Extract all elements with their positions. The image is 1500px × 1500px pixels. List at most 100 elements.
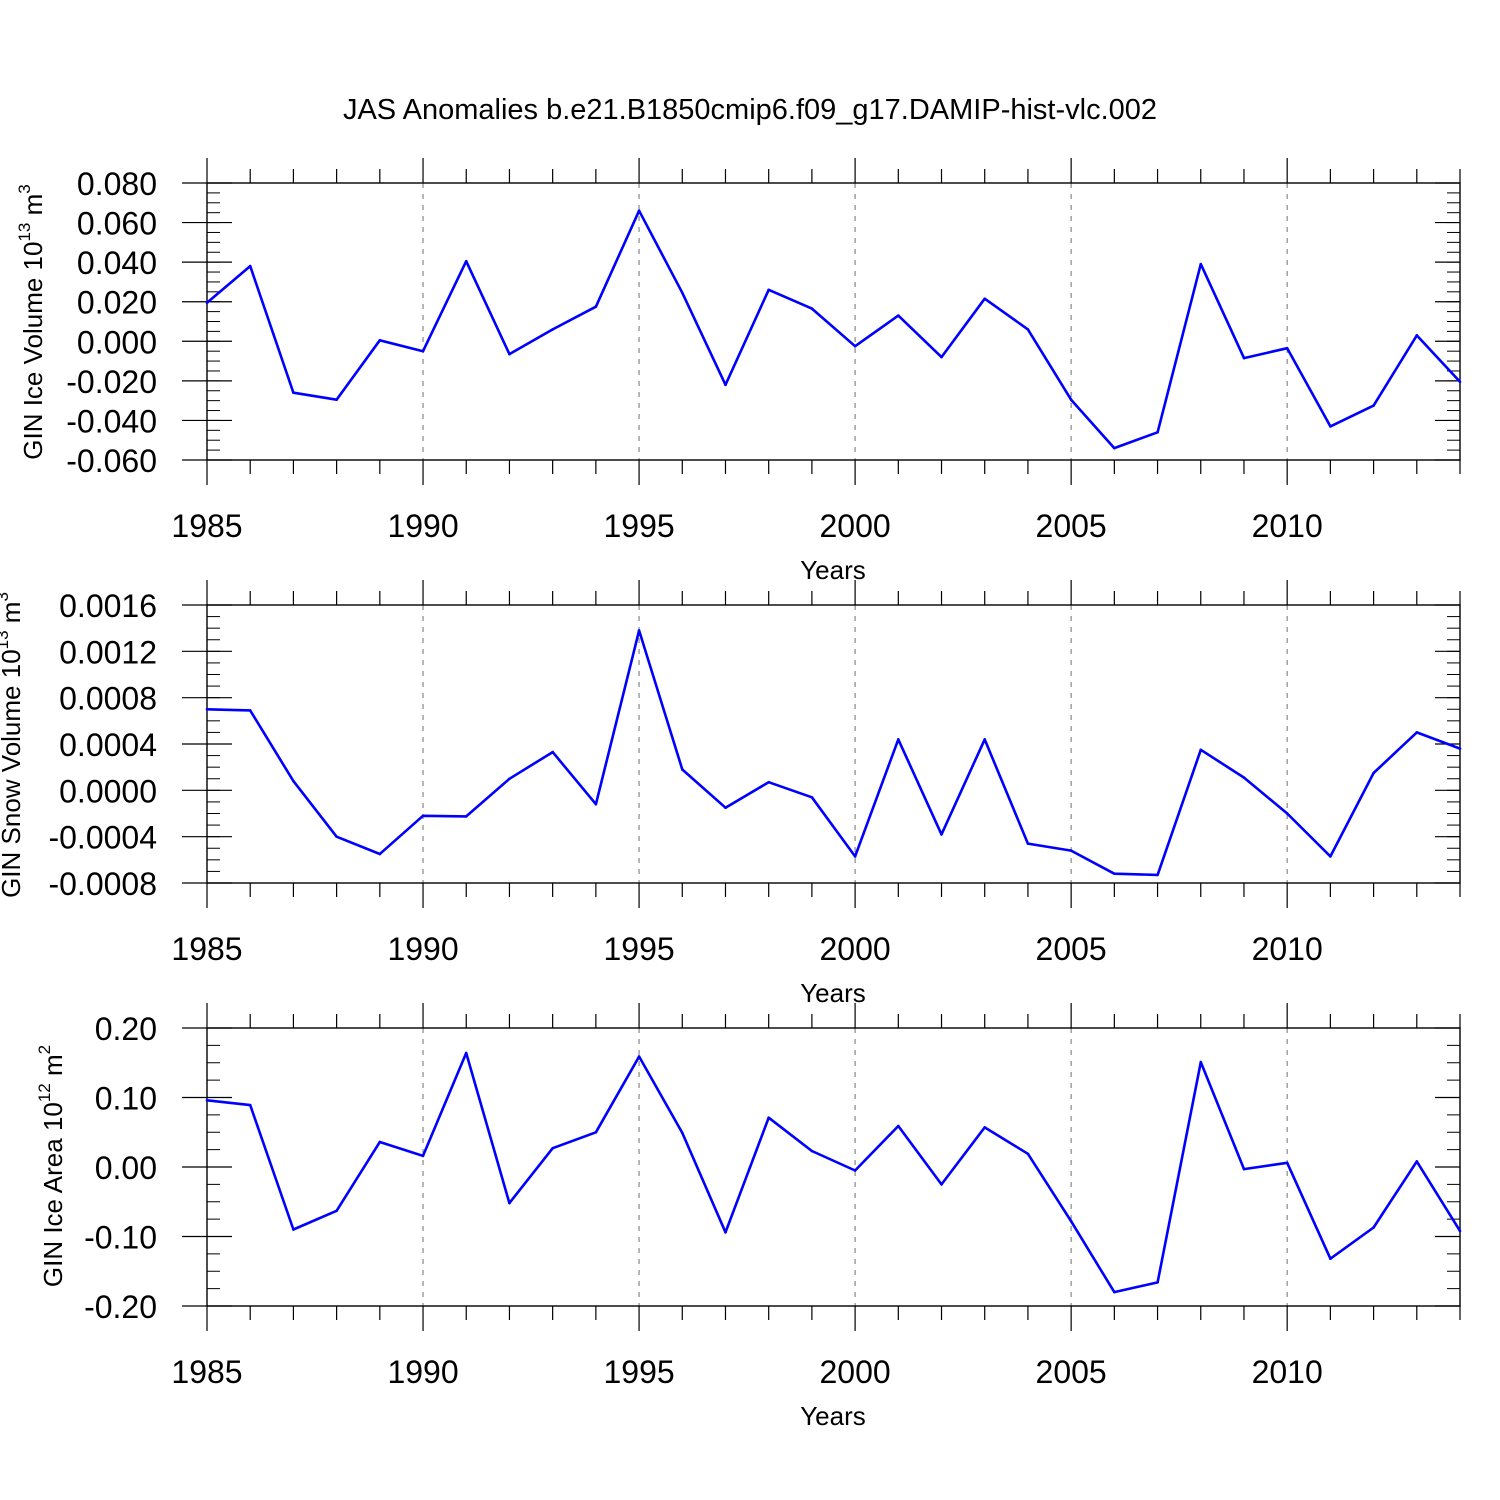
data-point [810, 1149, 814, 1153]
data-point [1113, 446, 1116, 450]
y-axis-title-text: GIN Ice Volume 10 [18, 242, 48, 460]
data-point [1069, 398, 1073, 401]
data-point [1285, 1161, 1289, 1165]
y-tick-label: -0.0004 [48, 820, 157, 856]
x-axis-title: Years [800, 978, 866, 1008]
data-point [767, 288, 770, 292]
data-point [1329, 855, 1332, 858]
data-point [378, 852, 382, 856]
data-point [1372, 771, 1375, 775]
y-tick-label: 0.20 [95, 1011, 157, 1047]
data-point [1026, 1152, 1030, 1156]
data-point [1242, 776, 1246, 779]
data-point [983, 738, 987, 741]
data-point [1026, 842, 1030, 845]
data-point [248, 264, 252, 268]
data-point [292, 779, 295, 783]
x-tick-label: 1985 [171, 931, 242, 967]
y-tick-label: -0.020 [66, 364, 157, 400]
data-point [292, 1228, 295, 1231]
series-line [206, 209, 1461, 450]
data-point [1458, 380, 1462, 384]
y-axis-title-unit: m [38, 1054, 68, 1083]
series-line [206, 1051, 1462, 1294]
panel-3: -0.20 -0.10 0.00 0.10 0.20 1985 1990 1995 2000 20… [35, 1003, 1462, 1431]
x-tick-label: 2000 [820, 1354, 891, 1390]
data-point [1199, 1060, 1203, 1064]
x-tick-label: 2010 [1252, 931, 1323, 967]
data-point [378, 1140, 382, 1144]
x-tick-label: 1995 [603, 931, 674, 967]
y-axis-title: GIN Ice Volume 1013 m3 [15, 184, 48, 460]
data-point [1242, 1167, 1246, 1171]
data-point [464, 815, 468, 818]
data-point [853, 1169, 857, 1172]
data-point [897, 738, 900, 741]
data-point [1156, 1281, 1159, 1284]
y-axis-title-unit: m [18, 194, 48, 223]
data-point [1026, 328, 1030, 331]
data-point [551, 750, 554, 754]
data-point [421, 349, 425, 353]
data-point [335, 835, 338, 838]
y-tick-label: 0.000 [77, 324, 157, 360]
data-point [680, 1131, 684, 1135]
data-point [637, 629, 641, 632]
data-point [810, 307, 814, 310]
data-point [767, 1116, 770, 1119]
data-point [464, 259, 468, 263]
data-point [205, 1098, 209, 1102]
data-point [724, 806, 727, 810]
y-tick-label: 0.0008 [59, 681, 157, 717]
x-tick-label: 1995 [603, 1354, 674, 1390]
data-point [724, 383, 727, 387]
data-point [637, 209, 641, 212]
y-axis-title-unit-exponent: 3 [15, 184, 34, 193]
data-point [551, 1146, 554, 1150]
x-tick-label: 1990 [387, 931, 458, 967]
y-tick-label: 0.080 [77, 166, 157, 202]
data-point [594, 1130, 598, 1134]
data-point [637, 1055, 641, 1058]
data-point [1242, 356, 1246, 360]
data-point [1415, 731, 1419, 734]
y-tick-label: 0.020 [77, 285, 157, 321]
y-axis-title-unit-exponent: 3 [0, 592, 12, 601]
y-axis-title-exponent: 12 [35, 1083, 54, 1102]
data-point [983, 1126, 987, 1129]
data-point [1113, 1290, 1116, 1294]
data-point [1372, 404, 1375, 407]
data-point [983, 297, 987, 301]
x-tick-label: 1985 [171, 1354, 242, 1390]
data-point [292, 391, 295, 395]
data-point [1372, 1226, 1375, 1229]
y-axis-title: GIN Ice Area 1012 m2 [35, 1045, 68, 1287]
y-tick-label: -0.0008 [48, 866, 157, 902]
x-tick-label: 2005 [1036, 508, 1107, 544]
y-tick-label: 0.0000 [59, 773, 157, 809]
y-tick-label: -0.20 [84, 1289, 157, 1325]
x-tick-label: 1995 [603, 508, 674, 544]
data-point [810, 795, 814, 799]
y-axis-title-text: GIN Ice Area 10 [38, 1102, 68, 1287]
data-point [897, 1124, 900, 1128]
data-point [767, 780, 770, 784]
panel-2: -0.0008 -0.0004 0.0000 0.0004 0.0008 0.0012 0.… [0, 580, 1462, 1008]
data-point [335, 398, 338, 401]
y-axis-title-exponent: 13 [15, 223, 34, 242]
data-point [508, 777, 511, 781]
data-point [940, 1183, 943, 1186]
x-tick-label: 1990 [387, 508, 458, 544]
y-tick-label: 0.0004 [59, 727, 157, 763]
data-point [1069, 849, 1073, 852]
y-tick-label: 0.0012 [59, 634, 157, 670]
data-point [248, 1103, 252, 1107]
data-point [421, 814, 425, 818]
data-point [335, 1209, 338, 1213]
y-tick-label: -0.10 [84, 1220, 157, 1256]
data-point [551, 328, 554, 331]
y-axis-title: GIN Snow Volume 1013 m3 [0, 592, 26, 898]
